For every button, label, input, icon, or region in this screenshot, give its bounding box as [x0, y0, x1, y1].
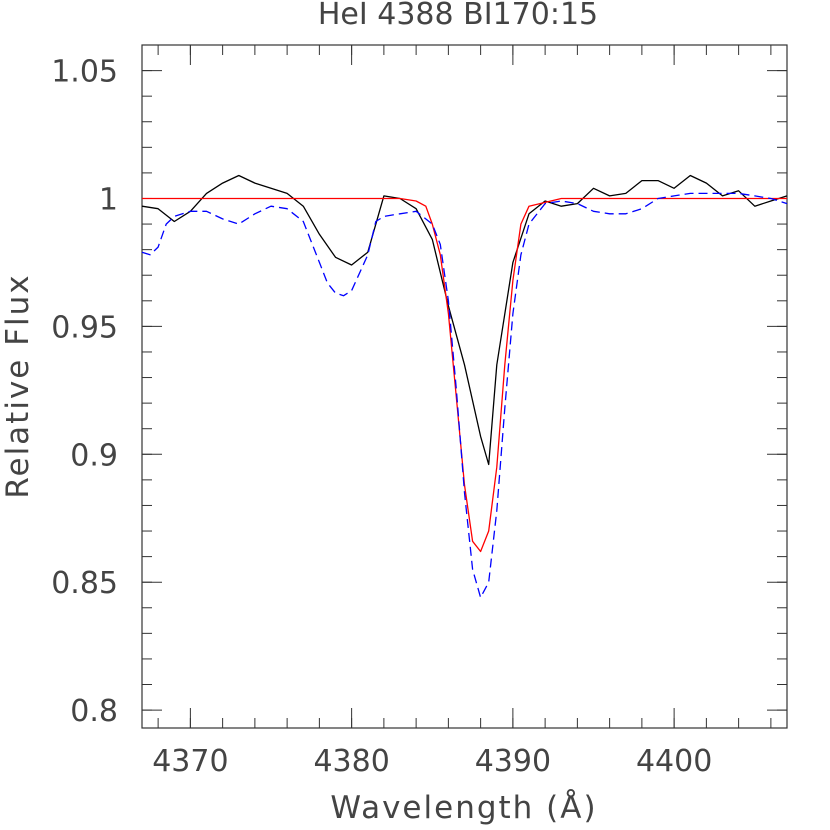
model-fit-line — [142, 197, 787, 553]
series-layer — [141, 174, 788, 599]
x-tick-label: 4370 — [152, 744, 228, 779]
observed-spectrum-line — [141, 174, 788, 466]
x-tick-label: 4380 — [313, 744, 389, 779]
y-tick-label: 0.85 — [51, 566, 118, 601]
y-tick-labels: 0.8 0.85 0.9 0.95 1 1.05 — [51, 55, 118, 730]
y-tick-label: 0.9 — [70, 438, 118, 473]
y-axis-label: Relative Flux — [0, 273, 36, 498]
x-tick-label: 4400 — [636, 744, 712, 779]
minor-ticks — [142, 44, 787, 728]
x-tick-labels: 4370 4380 4390 4400 — [152, 744, 712, 779]
major-ticks — [142, 45, 787, 728]
x-axis-label: Wavelength (Å) — [330, 790, 597, 826]
y-tick-label: 0.8 — [70, 694, 118, 729]
chart-title: HeI 4388 BI170:15 — [318, 0, 598, 32]
plot-frame — [141, 44, 788, 729]
comparison-model-line — [141, 192, 788, 599]
y-tick-label: 0.95 — [51, 310, 118, 345]
y-tick-label: 1.05 — [51, 55, 118, 90]
y-tick-label: 1 — [99, 182, 118, 217]
x-tick-label: 4390 — [475, 744, 551, 779]
